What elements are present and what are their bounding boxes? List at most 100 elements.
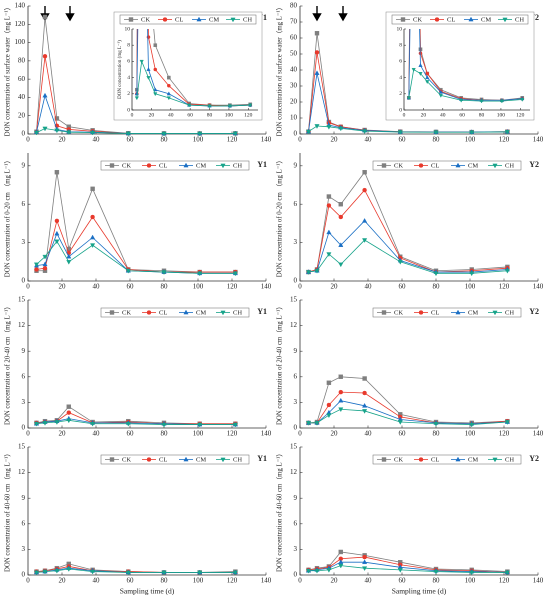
panel: 0 3 6 9 12 15 0 20 40 60 80 100 120 140 DON concentrat… xyxy=(4,296,272,438)
panel: 0 3 6 9 0 20 40 60 80 100 120 140 DON concentration … xyxy=(4,153,272,291)
panel: 0 3 6 9 12 15 0 20 40 60 80 100 120 140 DON concentrat… xyxy=(276,443,544,596)
legend-label: CH xyxy=(233,162,242,169)
marker xyxy=(469,271,475,277)
legend-label: CH xyxy=(233,309,242,316)
legend-label: CM xyxy=(196,456,206,463)
marker xyxy=(326,413,332,419)
marker xyxy=(305,270,312,275)
y-tick-label: 120 xyxy=(15,20,26,28)
y-tick-label: 15 xyxy=(290,296,298,304)
marker xyxy=(362,390,367,396)
inset-y-tick-label: 4 xyxy=(127,75,130,81)
marker xyxy=(338,563,344,569)
marker xyxy=(326,194,332,199)
marker xyxy=(433,130,439,136)
inset-x-tick-label: 100 xyxy=(225,112,234,118)
marker xyxy=(167,75,171,80)
x-tick-label: 40 xyxy=(93,283,101,291)
y-tick-label: 0 xyxy=(22,130,26,138)
x-tick-label: 0 xyxy=(26,283,30,291)
y-tick-label: 9 xyxy=(22,161,26,169)
marker xyxy=(455,456,461,462)
marker xyxy=(434,17,440,22)
x-tick-label: 0 xyxy=(298,283,302,291)
marker xyxy=(326,402,332,408)
x-tick-label: 100 xyxy=(193,136,204,144)
marker xyxy=(109,310,115,315)
legend-label: CL xyxy=(447,16,455,23)
marker xyxy=(338,126,344,132)
x-tick-label: 60 xyxy=(127,577,135,585)
marker xyxy=(125,421,131,427)
legend-label: CL xyxy=(159,456,167,463)
marker xyxy=(492,163,498,169)
marker xyxy=(197,271,203,277)
y-tick-label: 100 xyxy=(15,38,26,46)
x-tick-label: 60 xyxy=(127,283,135,291)
marker xyxy=(438,93,443,98)
marker xyxy=(146,310,152,315)
legend-label: CL xyxy=(431,456,439,463)
marker xyxy=(42,569,48,575)
marker xyxy=(220,163,226,169)
marker xyxy=(66,253,72,259)
x-tick-label: 20 xyxy=(59,283,67,291)
marker xyxy=(425,80,430,84)
marker xyxy=(183,309,189,315)
marker xyxy=(54,239,60,245)
legend-label: CH xyxy=(243,16,252,23)
y-tick-label: 9 xyxy=(22,494,26,502)
panel-label: Y2 xyxy=(529,307,539,316)
marker xyxy=(425,75,430,80)
marker xyxy=(153,43,158,47)
marker xyxy=(125,268,131,274)
panel-label: Y1 xyxy=(257,160,267,169)
y-tick-label: 0 xyxy=(294,571,298,579)
x-tick-label: 140 xyxy=(533,283,544,291)
x-tick-label: 60 xyxy=(399,430,407,438)
marker xyxy=(411,68,416,72)
x-tick-label: 60 xyxy=(127,136,135,144)
x-tick-label: 140 xyxy=(533,430,544,438)
inset-x-tick-label: 0 xyxy=(403,112,406,118)
series-line xyxy=(36,412,236,425)
x-tick-label: 80 xyxy=(433,577,441,585)
series-line xyxy=(308,376,508,424)
marker xyxy=(406,96,411,101)
inset-x-tick-label: 60 xyxy=(187,112,193,118)
legend-label: CM xyxy=(468,456,478,463)
legend-box xyxy=(100,454,250,465)
inset-x-tick-label: 20 xyxy=(421,112,427,118)
x-tick-label: 120 xyxy=(227,577,238,585)
inset-y-tick-label: 2 xyxy=(127,91,130,97)
legend-label: CK xyxy=(394,309,403,316)
x-tick-label: 80 xyxy=(161,430,169,438)
legend-label: CM xyxy=(481,16,491,23)
x-tick-label: 20 xyxy=(331,136,339,144)
y-tick-label: 6 xyxy=(22,372,26,380)
x-tick-label: 20 xyxy=(59,136,67,144)
y-tick-label: 9 xyxy=(294,347,298,355)
x-tick-label: 100 xyxy=(465,577,476,585)
legend-box xyxy=(100,307,250,318)
marker xyxy=(418,457,424,462)
marker xyxy=(125,570,131,576)
panel: 0 3 6 9 0 20 40 60 80 100 120 140 DON concentration … xyxy=(276,153,544,291)
marker xyxy=(162,17,168,22)
y-tick-label: 40 xyxy=(18,93,26,101)
y-tick-label: 20 xyxy=(290,98,298,106)
x-tick-label: 40 xyxy=(365,577,373,585)
y-axis-label: DON concentration of 20-40 cm（mg L⁻¹） xyxy=(4,303,12,425)
marker xyxy=(161,570,167,576)
axes xyxy=(299,153,538,282)
marker xyxy=(220,457,226,463)
x-tick-label: 60 xyxy=(399,136,407,144)
marker xyxy=(167,83,171,88)
marker xyxy=(90,421,96,427)
marker xyxy=(232,131,238,137)
marker xyxy=(34,267,39,272)
marker xyxy=(42,266,48,271)
x-tick-label: 140 xyxy=(261,577,272,585)
